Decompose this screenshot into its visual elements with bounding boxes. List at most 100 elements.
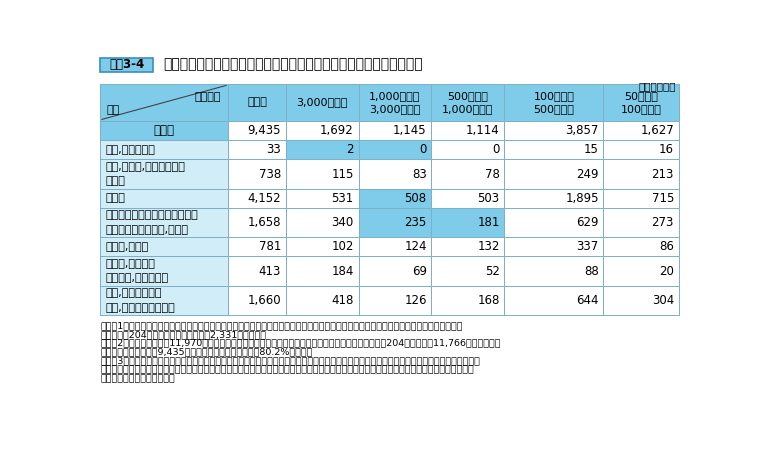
Text: 1,000人以上
3,000人未満: 1,000人以上 3,000人未満 [369, 91, 420, 114]
Text: 50人以上
100人未満: 50人以上 100人未満 [621, 91, 661, 114]
Text: 令和２年職種別民間給与実態調査の産業別、企業規模別調査事業所数: 令和２年職種別民間給与実態調査の産業別、企業規模別調査事業所数 [163, 57, 423, 72]
Bar [359, 160, 432, 189]
Text: 273: 273 [651, 216, 674, 229]
Bar [100, 237, 228, 256]
Bar [359, 140, 432, 160]
Text: 3,857: 3,857 [565, 124, 599, 137]
Text: 鉱業,採石業,砂利採取業、: 鉱業,採石業,砂利採取業、 [106, 162, 185, 172]
Text: 508: 508 [404, 192, 426, 205]
Bar [504, 84, 603, 121]
Text: （注）1　上記調査事業所のほか、企業規模、事業所規模が調査対象となる規模を下回っていたため調査対象外であることが判明した事業所: （注）1 上記調査事業所のほか、企業規模、事業所規模が調査対象となる規模を下回っ… [100, 321, 463, 330]
Bar [603, 189, 679, 208]
Bar [359, 121, 432, 140]
Text: 115: 115 [331, 168, 354, 180]
Bar [100, 160, 228, 189]
Text: 184: 184 [331, 265, 354, 277]
Bar [286, 285, 359, 315]
Bar [504, 285, 603, 315]
Text: 33: 33 [266, 143, 281, 156]
Bar [100, 256, 228, 285]
Bar [432, 208, 504, 237]
Text: 304: 304 [651, 294, 674, 307]
Bar [359, 84, 432, 121]
Bar [504, 237, 603, 256]
Text: 1,658: 1,658 [248, 216, 281, 229]
Text: 781: 781 [258, 240, 281, 253]
Text: 340: 340 [331, 216, 354, 229]
Text: 関連サービス業，娯楽業」、「複合サービス事業」及び「サービス業（他に分類されないもの）」（宗教及び外国公務に分類されるもの: 関連サービス業，娯楽業」、「複合サービス事業」及び「サービス業（他に分類されない… [100, 365, 474, 374]
Text: 715: 715 [651, 192, 674, 205]
Text: 20: 20 [659, 265, 674, 277]
Bar [603, 285, 679, 315]
Bar [100, 121, 228, 140]
Text: 卸売業,小売業: 卸売業,小売業 [106, 242, 149, 252]
Bar [359, 256, 432, 285]
Text: 418: 418 [331, 294, 354, 307]
Bar [603, 84, 679, 121]
Bar [286, 121, 359, 140]
Text: 629: 629 [576, 216, 599, 229]
Bar [228, 237, 286, 256]
Bar [228, 160, 286, 189]
Text: 1,895: 1,895 [565, 192, 599, 205]
Bar [286, 140, 359, 160]
Bar [504, 189, 603, 208]
Text: 644: 644 [576, 294, 599, 307]
Text: 4,152: 4,152 [247, 192, 281, 205]
Text: 168: 168 [477, 294, 499, 307]
Bar [603, 121, 679, 140]
Bar [359, 189, 432, 208]
Bar [432, 189, 504, 208]
Text: 金融業,保険業、: 金融業,保険業、 [106, 259, 156, 269]
Text: 産業計: 産業計 [154, 124, 175, 137]
Text: 企業規模: 企業規模 [194, 92, 220, 102]
Text: 16: 16 [659, 143, 674, 156]
Text: 電気・ガス・熱供給・水道業、: 電気・ガス・熱供給・水道業、 [106, 210, 198, 220]
Bar [100, 84, 228, 121]
Text: 413: 413 [258, 265, 281, 277]
Bar [432, 285, 504, 315]
Text: 86: 86 [659, 240, 674, 253]
Text: 情報通信業、運輸業,郵便業: 情報通信業、運輸業,郵便業 [106, 225, 188, 235]
Bar [100, 208, 228, 237]
Text: 88: 88 [584, 265, 599, 277]
Text: 医療,福祉、サービス業: 医療,福祉、サービス業 [106, 303, 176, 313]
Bar [504, 256, 603, 285]
Text: 249: 249 [576, 168, 599, 180]
Text: （単位：所）: （単位：所） [638, 81, 676, 91]
Bar [504, 208, 603, 237]
Text: 69: 69 [412, 265, 426, 277]
Bar [100, 58, 153, 72]
Text: 規模計: 規模計 [247, 97, 267, 107]
Bar [286, 237, 359, 256]
Bar [504, 160, 603, 189]
Text: 0: 0 [420, 143, 426, 156]
Text: 124: 124 [404, 240, 426, 253]
Text: 337: 337 [577, 240, 599, 253]
Text: が204所、調査不能の事業所が2,331所あった。: が204所、調査不能の事業所が2,331所あった。 [100, 330, 267, 339]
Text: 500人以上
1,000人未満: 500人以上 1,000人未満 [442, 91, 493, 114]
Bar [228, 140, 286, 160]
Bar [286, 208, 359, 237]
Text: 2: 2 [347, 143, 354, 156]
Bar [432, 140, 504, 160]
Text: 農業,林業、漁業: 農業,林業、漁業 [106, 145, 156, 155]
Bar [286, 84, 359, 121]
Bar [286, 256, 359, 285]
Text: 不動産業,物品賃貸業: 不動産業,物品賃貸業 [106, 274, 169, 284]
Bar [432, 160, 504, 189]
Text: 1,114: 1,114 [466, 124, 499, 137]
Text: 産業: 産業 [106, 105, 120, 115]
Text: 9,435: 9,435 [248, 124, 281, 137]
Bar [228, 208, 286, 237]
Bar [603, 160, 679, 189]
Text: 102: 102 [331, 240, 354, 253]
Bar [603, 237, 679, 256]
Bar [359, 208, 432, 237]
Text: 3　「サービス業」に含まれる産業は、日本標準産業大分類の「学術研究，専門・技術サービス業」、「宿泊業，飲食サービス業」、「生活: 3 「サービス業」に含まれる産業は、日本標準産業大分類の「学術研究，専門・技術サ… [100, 357, 480, 366]
Bar [228, 189, 286, 208]
Bar [228, 256, 286, 285]
Text: 126: 126 [404, 294, 426, 307]
Bar [100, 140, 228, 160]
Text: 1,145: 1,145 [393, 124, 426, 137]
